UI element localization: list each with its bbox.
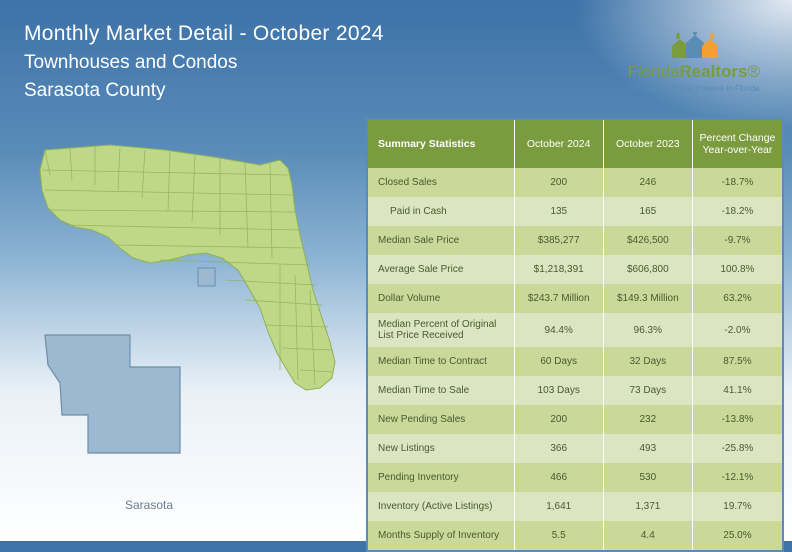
row-value-prior: 73 Days: [604, 376, 693, 405]
row-value-prior: 165: [604, 197, 693, 226]
row-value-change: -25.8%: [693, 434, 782, 463]
row-label: Median Percent of Original List Price Re…: [368, 313, 515, 347]
table-row: Median Sale Price$385,277$426,500-9.7%: [368, 226, 782, 255]
table-header-label: Summary Statistics: [368, 120, 515, 168]
row-value-prior: 4.4: [604, 521, 693, 550]
row-label: Pending Inventory: [368, 463, 515, 492]
row-value-change: -12.1%: [693, 463, 782, 492]
table-header-col2: October 2023: [604, 120, 693, 168]
row-value-change: 41.1%: [693, 376, 782, 405]
table-row: Paid in Cash135165-18.2%: [368, 197, 782, 226]
florida-realtors-logo: FloridaRealtors® The Voice for Real Esta…: [627, 32, 760, 93]
row-value-prior: $426,500: [604, 226, 693, 255]
row-value-change: -2.0%: [693, 313, 782, 347]
row-value-change: -13.8%: [693, 405, 782, 434]
row-label: Closed Sales: [368, 168, 515, 197]
row-label: Average Sale Price: [368, 255, 515, 284]
row-value-current: 466: [515, 463, 604, 492]
row-label: New Listings: [368, 434, 515, 463]
table-row: Median Time to Contract60 Days32 Days87.…: [368, 347, 782, 376]
row-value-change: -18.7%: [693, 168, 782, 197]
logo-brand-bold: Realtors: [679, 62, 747, 81]
row-label: Median Time to Contract: [368, 347, 515, 376]
row-value-prior: 1,371: [604, 492, 693, 521]
table-row: Median Percent of Original List Price Re…: [368, 313, 782, 347]
table-header-row: Summary Statistics October 2024 October …: [368, 120, 782, 168]
col3-line1: Percent Change: [700, 132, 776, 144]
row-value-prior: $606,800: [604, 255, 693, 284]
row-value-change: 87.5%: [693, 347, 782, 376]
report-header: Monthly Market Detail - October 2024 Tow…: [24, 22, 384, 102]
row-label: Median Sale Price: [368, 226, 515, 255]
row-value-change: 19.7%: [693, 492, 782, 521]
summary-statistics-table: Summary Statistics October 2024 October …: [366, 118, 784, 552]
row-label: Dollar Volume: [368, 284, 515, 313]
row-value-change: 63.2%: [693, 284, 782, 313]
logo-tagline: The Voice for Real Estate® in Florida: [627, 84, 760, 93]
row-value-prior: 493: [604, 434, 693, 463]
row-value-current: 1,641: [515, 492, 604, 521]
table-row: Dollar Volume$243.7 Million$149.3 Millio…: [368, 284, 782, 313]
row-value-current: 200: [515, 405, 604, 434]
table-row: New Pending Sales200232-13.8%: [368, 405, 782, 434]
row-value-current: 60 Days: [515, 347, 604, 376]
county-map-label: Sarasota: [125, 498, 173, 512]
row-value-prior: 232: [604, 405, 693, 434]
table-row: Closed Sales200246-18.7%: [368, 168, 782, 197]
row-value-current: 366: [515, 434, 604, 463]
row-value-change: -18.2%: [693, 197, 782, 226]
table-row: Pending Inventory466530-12.1%: [368, 463, 782, 492]
table-row: Months Supply of Inventory5.54.425.0%: [368, 521, 782, 550]
table-row: New Listings366493-25.8%: [368, 434, 782, 463]
row-value-current: $385,277: [515, 226, 604, 255]
row-value-current: 103 Days: [515, 376, 604, 405]
report-title: Monthly Market Detail - October 2024: [24, 22, 384, 46]
row-label: Paid in Cash: [368, 197, 515, 226]
col3-line2: Year-over-Year: [700, 144, 776, 156]
table-row: Median Time to Sale103 Days73 Days41.1%: [368, 376, 782, 405]
row-value-current: $243.7 Million: [515, 284, 604, 313]
row-value-change: -9.7%: [693, 226, 782, 255]
row-value-prior: 530: [604, 463, 693, 492]
row-value-current: 135: [515, 197, 604, 226]
row-value-prior: $149.3 Million: [604, 284, 693, 313]
row-value-current: 200: [515, 168, 604, 197]
row-value-current: 94.4%: [515, 313, 604, 347]
row-label: Months Supply of Inventory: [368, 521, 515, 550]
row-value-prior: 96.3%: [604, 313, 693, 347]
row-value-prior: 32 Days: [604, 347, 693, 376]
table-header-col1: October 2024: [515, 120, 604, 168]
row-label: Inventory (Active Listings): [368, 492, 515, 521]
report-subtitle: Townhouses and Condos: [24, 52, 384, 74]
logo-brand: FloridaRealtors®: [627, 62, 760, 82]
report-county: Sarasota County: [24, 80, 384, 102]
row-value-current: 5.5: [515, 521, 604, 550]
row-label: Median Time to Sale: [368, 376, 515, 405]
table-row: Average Sale Price$1,218,391$606,800100.…: [368, 255, 782, 284]
row-label: New Pending Sales: [368, 405, 515, 434]
florida-map: Sarasota: [20, 130, 360, 525]
logo-brand-pre: Florida: [627, 62, 679, 81]
logo-reg: ®: [747, 62, 760, 81]
table-body: Closed Sales200246-18.7%Paid in Cash1351…: [368, 168, 782, 550]
table-header-col3: Percent Change Year-over-Year: [693, 120, 782, 168]
row-value-change: 100.8%: [693, 255, 782, 284]
row-value-current: $1,218,391: [515, 255, 604, 284]
table-row: Inventory (Active Listings)1,6411,37119.…: [368, 492, 782, 521]
row-value-change: 25.0%: [693, 521, 782, 550]
row-value-prior: 246: [604, 168, 693, 197]
logo-houses-icon: [627, 32, 760, 60]
